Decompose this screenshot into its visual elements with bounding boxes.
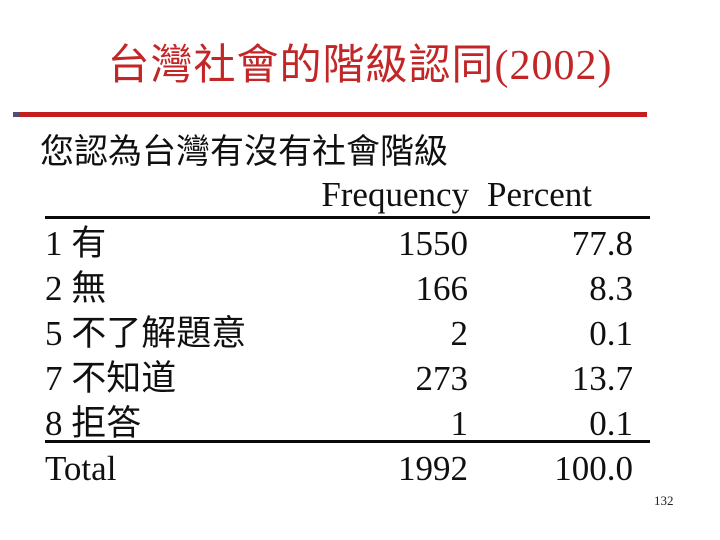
header-underline-rule — [45, 216, 650, 219]
column-header-frequency: Frequency — [321, 175, 470, 214]
row-label: 5 不了解題意 — [45, 314, 247, 353]
column-header-percent: Percent — [487, 175, 592, 214]
slide-title: 台灣社會的階級認同(2002) — [107, 43, 613, 89]
row-label: 8 拒答 — [45, 404, 142, 443]
divider-accent-segment — [13, 112, 19, 117]
table-row: 5 不了解題意 2 0.1 — [0, 311, 720, 356]
row-percent: 0.1 — [589, 404, 633, 443]
table-row: 8 拒答 1 0.1 — [0, 401, 720, 446]
table-row: 2 無 166 8.3 — [0, 266, 720, 311]
row-percent: 13.7 — [571, 359, 633, 398]
row-percent: 77.8 — [571, 224, 633, 263]
table-question-title: 您認為台灣有沒有社會階級 — [40, 134, 448, 171]
total-percent: 100.0 — [554, 449, 633, 488]
row-frequency: 2 — [450, 314, 469, 353]
table-total-row: Total 1992 100.0 — [0, 446, 720, 491]
total-label: Total — [45, 449, 117, 488]
table-row: 7 不知道 273 13.7 — [0, 356, 720, 401]
total-frequency: 1992 — [398, 449, 468, 488]
table-column-headers: Frequency Percent — [321, 174, 592, 216]
row-frequency: 1550 — [398, 224, 468, 263]
table-row: 1 有 1550 77.8 — [0, 221, 720, 266]
page-number: 132 — [654, 493, 674, 508]
row-percent: 8.3 — [589, 269, 633, 308]
title-divider-rule — [13, 112, 647, 117]
row-label: 2 無 — [45, 269, 107, 308]
row-frequency: 1 — [450, 404, 469, 443]
row-frequency: 273 — [415, 359, 469, 398]
row-label: 1 有 — [45, 224, 107, 263]
row-percent: 0.1 — [589, 314, 633, 353]
row-label: 7 不知道 — [45, 359, 177, 398]
total-separator-rule — [45, 440, 650, 443]
row-frequency: 166 — [415, 269, 469, 308]
